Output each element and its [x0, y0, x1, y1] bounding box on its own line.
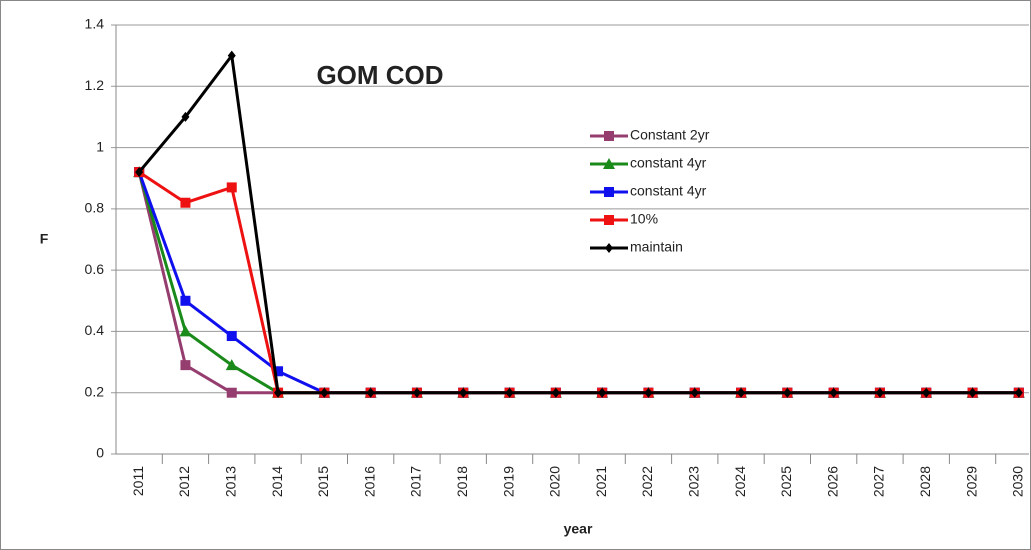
- marker: [505, 387, 514, 398]
- x-tick-label: 2027: [871, 466, 887, 497]
- y-tick-label: 0: [96, 445, 104, 461]
- y-axis-label: F: [40, 231, 49, 247]
- marker: [226, 331, 237, 342]
- marker: [226, 182, 237, 193]
- marker: [968, 387, 977, 398]
- series-line: [138, 51, 1019, 395]
- x-tick-label: 2024: [732, 466, 748, 497]
- marker: [737, 387, 746, 398]
- x-tick-label: 2016: [361, 466, 377, 497]
- x-tick-label: 2022: [639, 466, 655, 497]
- y-tick-label: 0.6: [85, 261, 105, 277]
- x-tick-label: 2025: [778, 466, 794, 497]
- marker: [226, 387, 237, 398]
- marker: [180, 360, 191, 371]
- legend-marker: [604, 131, 614, 141]
- x-tick-label: 2011: [130, 466, 146, 496]
- marker: [829, 387, 838, 398]
- legend-marker: [604, 215, 614, 225]
- legend-label: constant 4yr: [630, 183, 707, 199]
- marker: [135, 167, 144, 178]
- marker: [273, 366, 284, 377]
- x-tick-label: 2013: [222, 466, 238, 497]
- x-tick-label: 2015: [315, 466, 331, 497]
- x-tick-label: 2029: [963, 466, 979, 497]
- marker: [875, 387, 884, 398]
- legend-label: 10%: [630, 211, 658, 227]
- legend-label: constant 4yr: [630, 155, 707, 171]
- y-tick-label: 0.4: [85, 322, 105, 338]
- legend-marker: [604, 187, 614, 197]
- marker: [227, 50, 236, 61]
- legend-label: Constant 2yr: [630, 127, 710, 143]
- x-tick-label: 2030: [1010, 466, 1026, 497]
- y-tick-label: 0.2: [85, 383, 105, 399]
- x-tick-label: 2021: [593, 466, 609, 497]
- x-tick-label: 2026: [824, 466, 840, 497]
- marker: [1014, 387, 1023, 398]
- annotation: GOM COD: [316, 60, 443, 90]
- marker: [783, 387, 792, 398]
- marker: [181, 111, 190, 122]
- legend-marker: [603, 158, 615, 169]
- legend-marker: [605, 243, 613, 253]
- y-tick-label: 1.4: [85, 16, 105, 32]
- marker: [180, 197, 191, 208]
- series-line: [138, 170, 1019, 395]
- marker: [225, 359, 238, 371]
- marker: [274, 387, 283, 398]
- x-tick-label: 2014: [269, 466, 285, 497]
- x-tick-label: 2012: [176, 466, 192, 497]
- marker: [180, 295, 191, 306]
- marker: [320, 387, 329, 398]
- marker: [551, 387, 560, 398]
- legend-label: maintain: [630, 239, 683, 255]
- marker: [690, 387, 699, 398]
- y-tick-label: 0.8: [85, 200, 105, 216]
- marker: [459, 387, 468, 398]
- y-tick-label: 1.2: [85, 77, 105, 93]
- y-tick-label: 1: [96, 138, 104, 154]
- x-tick-label: 2019: [500, 466, 516, 497]
- x-tick-label: 2018: [454, 466, 470, 497]
- x-axis-label: year: [564, 521, 593, 537]
- marker: [366, 387, 375, 398]
- marker: [179, 325, 192, 337]
- x-tick-label: 2023: [685, 466, 701, 497]
- marker: [922, 387, 931, 398]
- marker: [598, 387, 607, 398]
- marker: [412, 387, 421, 398]
- x-tick-label: 2028: [917, 466, 933, 497]
- marker: [644, 387, 653, 398]
- x-tick-label: 2017: [408, 466, 424, 497]
- x-tick-label: 2020: [547, 466, 563, 497]
